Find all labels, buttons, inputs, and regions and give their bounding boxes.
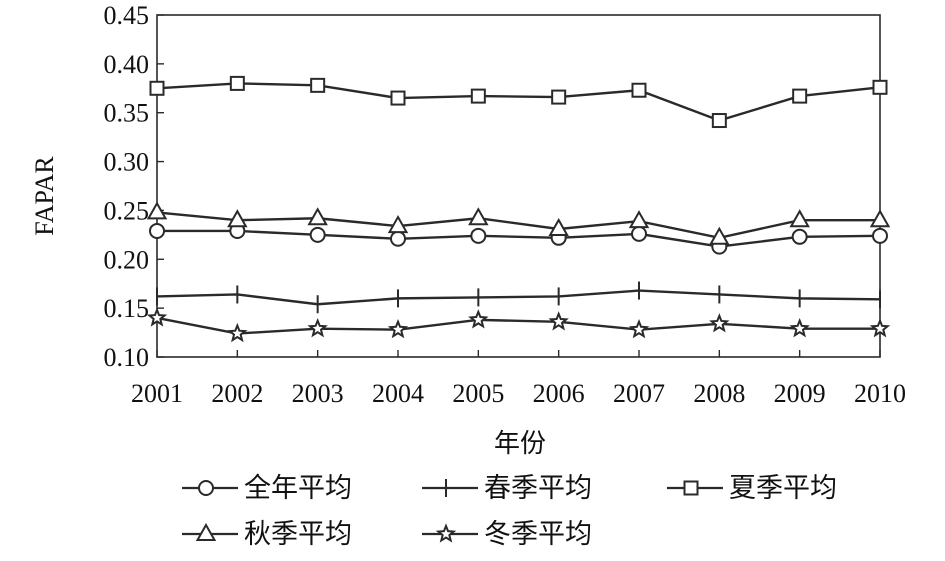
legend-label: 冬季平均 [484, 519, 592, 550]
legend-item: 夏季平均 [667, 473, 837, 504]
data-point-circle [631, 225, 647, 242]
data-point-triangle [628, 210, 650, 229]
series-line [156, 82, 881, 122]
legend-marker-triangle [195, 522, 217, 541]
data-point-triangle [468, 207, 489, 226]
legend-label: 春季平均 [484, 473, 592, 504]
series-line [157, 229, 881, 248]
legend-label: 夏季平均 [729, 473, 837, 504]
data-point-star [146, 307, 168, 327]
legend-label: 全年平均 [244, 473, 352, 504]
x-tick-label: 2006 [533, 379, 585, 408]
y-tick-label: 0.10 [104, 343, 150, 372]
x-tick-label: 2005 [452, 379, 504, 408]
plot-border [156, 14, 881, 358]
data-point-circle [390, 230, 406, 247]
x-tick-label: 2004 [372, 379, 424, 408]
data-point-triangle [869, 209, 891, 228]
data-point-square [792, 88, 808, 104]
series-square [149, 75, 888, 129]
series-layer [146, 75, 891, 343]
data-point-circle [309, 226, 326, 243]
data-point-star [789, 317, 810, 338]
series-star [146, 307, 891, 343]
data-point-triangle [146, 201, 168, 220]
x-tick-label: 2003 [292, 379, 344, 408]
data-point-triangle [387, 215, 409, 234]
series-plus [156, 281, 881, 314]
legend-label: 秋季平均 [244, 519, 352, 550]
data-point-circle [791, 228, 808, 245]
data-point-star [869, 317, 891, 338]
series-line [156, 289, 881, 306]
legend-item: 秋季平均 [182, 519, 352, 550]
y-tick-label: 0.25 [104, 196, 150, 225]
data-point-square [631, 82, 647, 98]
legend-marker-circle [198, 480, 214, 496]
data-point-star [307, 317, 328, 338]
data-point-square [149, 80, 165, 96]
data-point-square [310, 77, 326, 93]
y-axis: 0.10 0.15 0.20 0.25 0.30 0.35 0.40 0.45 [104, 1, 164, 372]
y-tick-label: 0.45 [104, 1, 150, 30]
y-tick-label: 0.35 [104, 99, 150, 128]
data-point-triangle [548, 217, 569, 236]
x-axis-title: 年份 [494, 429, 546, 458]
data-point-star [548, 311, 569, 331]
data-point-circle [872, 227, 888, 244]
series-line [156, 211, 880, 240]
data-point-square [872, 79, 888, 95]
data-point-star [468, 309, 489, 329]
y-tick-label: 0.40 [104, 50, 150, 79]
x-axis: 2001 2002 2003 2004 2005 2006 2007 2008 2009 2010 [131, 350, 906, 408]
y-tick-label: 0.30 [104, 148, 150, 177]
data-point-star [709, 313, 730, 333]
data-point-triangle [789, 209, 810, 228]
y-axis-title: FAPAR [30, 156, 59, 236]
legend-item: 全年平均 [182, 473, 352, 504]
plot-area [156, 14, 881, 358]
x-tick-label: 2009 [774, 379, 826, 408]
data-point-star [387, 318, 409, 339]
data-point-square [551, 89, 567, 105]
y-tick-label: 0.15 [104, 294, 150, 323]
data-point-triangle [227, 209, 248, 228]
series-line [156, 316, 880, 335]
data-point-triangle [709, 226, 730, 245]
legend-marker-star [435, 523, 457, 543]
legend-item: 春季平均 [422, 473, 592, 504]
x-tick-label: 2007 [613, 379, 665, 408]
data-point-triangle [307, 207, 328, 226]
data-point-circle [470, 227, 487, 244]
legend-item: 冬季平均 [422, 519, 592, 550]
data-point-star [227, 322, 248, 343]
legend-marker-square [683, 480, 699, 496]
x-tick-label: 2002 [211, 379, 263, 408]
data-point-square [390, 90, 406, 106]
x-tick-label: 2001 [131, 379, 183, 408]
series-triangle [146, 201, 891, 245]
x-tick-label: 2008 [693, 379, 745, 408]
y-tick-label: 0.20 [104, 245, 150, 274]
data-point-star [628, 318, 650, 339]
data-point-square [711, 113, 727, 129]
x-tick-label: 2010 [854, 379, 906, 408]
data-point-square [229, 75, 245, 91]
series-circle [149, 222, 888, 255]
data-point-circle [149, 222, 165, 239]
data-point-square [470, 88, 486, 104]
